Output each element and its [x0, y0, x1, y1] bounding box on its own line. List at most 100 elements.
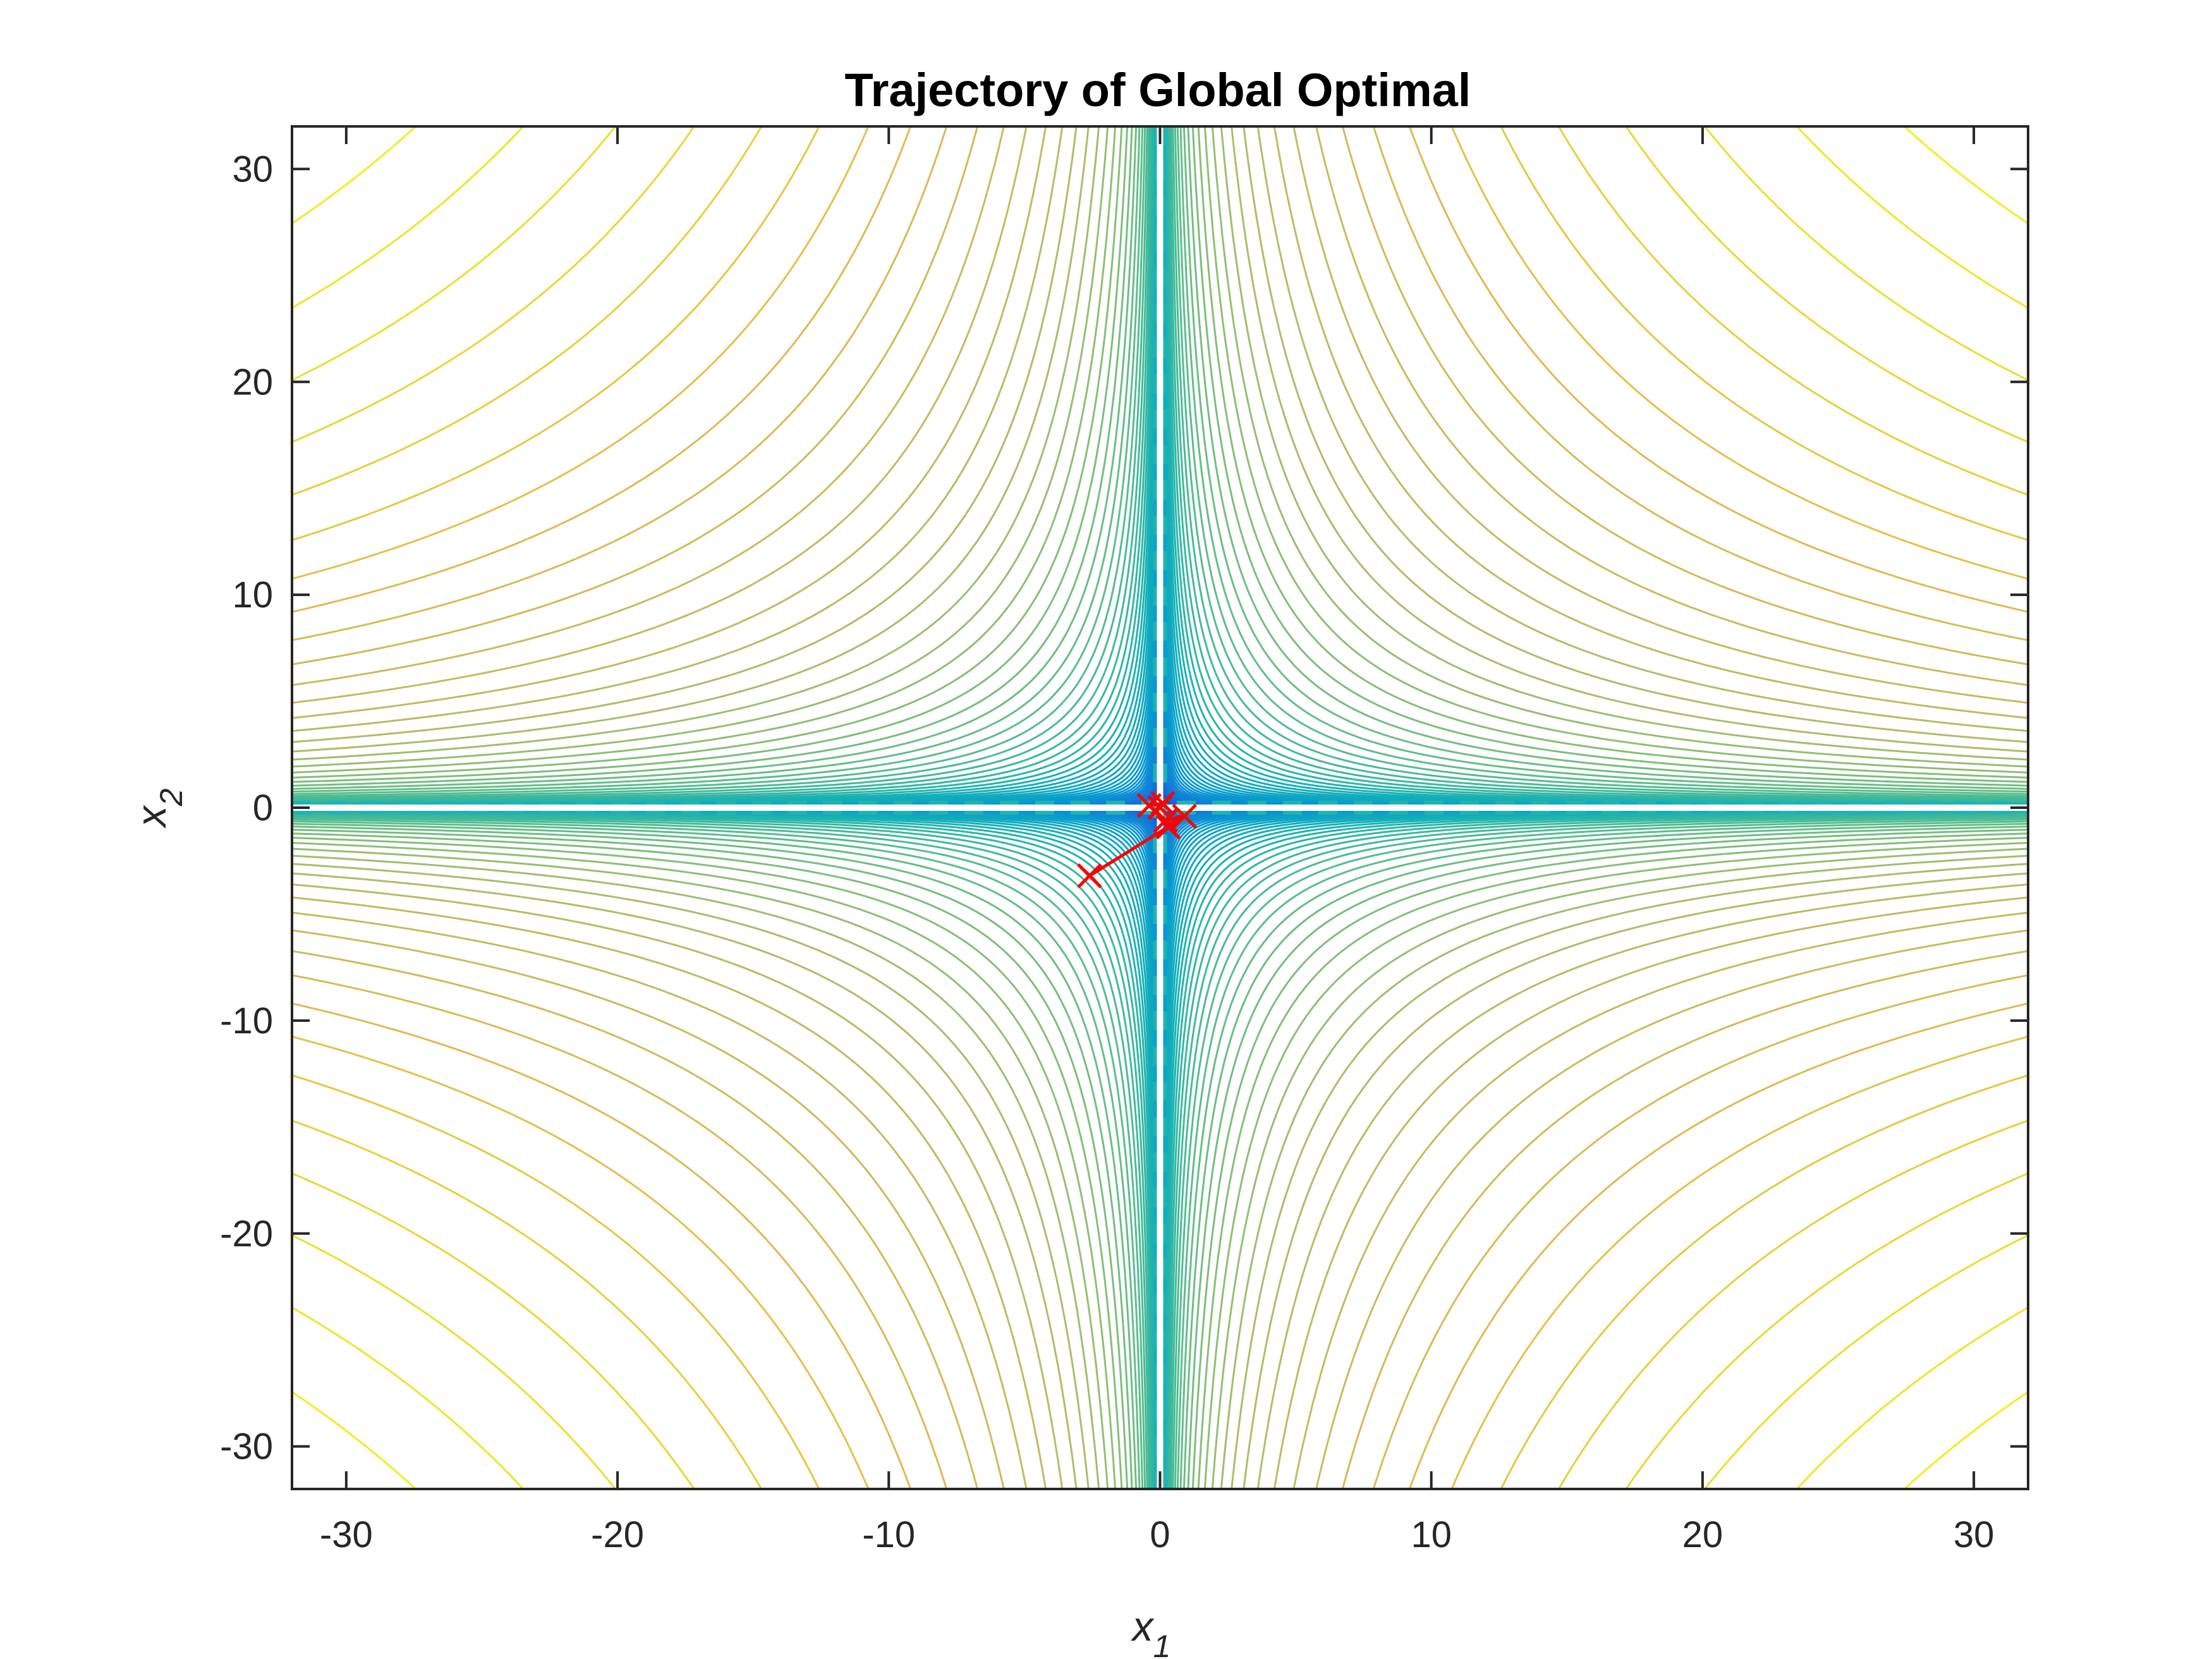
axis-ticks [292, 126, 2028, 1489]
contour-line [1179, 126, 2028, 793]
chart-title: Trajectory of Global Optimal [845, 64, 1471, 116]
contour-line [292, 126, 416, 224]
contour-line [292, 883, 1064, 1489]
contour-line [1341, 126, 2028, 665]
y-tick-label: 30 [232, 149, 273, 190]
contour-line [1165, 812, 2028, 1489]
contour-line [1450, 126, 2028, 580]
y-axis-label-subscript: 2 [154, 788, 189, 806]
contour-line [1203, 126, 2028, 774]
x-tick-label: 0 [1150, 1514, 1170, 1555]
contour-line [292, 1306, 525, 1489]
contour-line [1904, 1391, 2028, 1489]
contour-line [1163, 126, 2028, 806]
contour-line [292, 126, 1064, 732]
trajectory-marker [1155, 814, 1181, 840]
contour-line [292, 126, 1153, 803]
contour-line [1500, 126, 2028, 542]
contour-line [1256, 883, 2028, 1489]
contour-line [1341, 950, 2028, 1489]
contour-line [292, 126, 1100, 761]
contour-line [1273, 126, 2028, 719]
contour-line [292, 126, 1156, 805]
x-axis-label-subscript: 1 [1153, 1629, 1171, 1659]
contour-line [292, 842, 1117, 1489]
contour-line [1704, 126, 2028, 381]
y-tick-label: 0 [253, 787, 273, 829]
contour-line [292, 126, 525, 309]
contour-line [1625, 1172, 2028, 1489]
contour-line [292, 814, 1152, 1489]
contour-line [292, 896, 1047, 1489]
contour-line [292, 126, 1152, 801]
contour-line [292, 825, 1138, 1489]
contour-line [1174, 818, 2028, 1489]
contour-line [1179, 823, 2028, 1489]
contour-line [292, 832, 1129, 1489]
trajectory-marker [1147, 795, 1173, 820]
y-axis-label-main: x [128, 805, 174, 829]
contour-line [292, 974, 948, 1489]
contour-line [1164, 810, 2028, 1489]
contour-line [1168, 126, 2028, 801]
contour-line [292, 810, 1158, 1489]
trajectory [1077, 791, 1197, 889]
contour-line [1170, 815, 2028, 1489]
contour-line [292, 815, 1150, 1489]
contour-line [292, 126, 1005, 686]
contour-line [292, 818, 1146, 1489]
contour-line [292, 929, 1005, 1489]
contour-line [292, 1234, 616, 1489]
contour-line [1191, 832, 2028, 1489]
contour-line [1408, 1002, 2028, 1489]
contour-line [292, 1002, 912, 1489]
contour-line [1187, 126, 2028, 787]
contour-line [1203, 842, 2028, 1489]
contour-line [1162, 810, 2028, 1489]
contour-line [292, 1035, 870, 1489]
contour-line [1164, 126, 2028, 805]
contour-line [1292, 126, 2028, 704]
contour-line [292, 817, 1148, 1489]
x-tick-label: -20 [591, 1514, 644, 1555]
contour-line [292, 126, 1028, 704]
contour-lines [292, 126, 2028, 1489]
contour-line [292, 810, 1156, 1489]
x-axis-label-main: x [1131, 1603, 1155, 1650]
contour-line [292, 911, 1028, 1489]
contour-line [292, 1172, 695, 1489]
contour-line [1450, 1035, 2028, 1489]
contour-line [1231, 126, 2028, 753]
contour-line [292, 126, 1138, 790]
contour-line [292, 810, 1157, 1489]
trajectory-marker [1077, 863, 1102, 889]
contour-line [292, 126, 1123, 779]
contour-line [1557, 126, 2028, 496]
contour-line [292, 820, 1144, 1489]
contour-line [292, 1391, 416, 1489]
x-tick-label: -30 [320, 1514, 373, 1555]
contour-line [1168, 814, 2028, 1489]
contour-line [292, 872, 1078, 1489]
contour-line [292, 126, 1047, 719]
contour-line [1408, 126, 2028, 613]
contour-line [1176, 820, 2028, 1489]
contour-line [292, 848, 1109, 1489]
contour-line [292, 126, 1090, 753]
contour-line [292, 126, 763, 496]
y-tick-labels: -30 -20 -10 0 10 20 30 [220, 149, 273, 1467]
contour-line [1704, 1234, 2028, 1489]
contour-line [1174, 126, 2028, 797]
contour-line [1500, 1074, 2028, 1489]
contour-line [1315, 126, 2028, 686]
contour-line [292, 126, 1150, 800]
contour-line [292, 126, 1144, 795]
contour-line [1256, 126, 2028, 732]
contour-line [292, 126, 1146, 797]
y-axis-label: x2 [128, 788, 189, 829]
x-tick-labels: -30 -20 -10 0 10 20 30 [320, 1514, 1994, 1555]
contour-line [292, 126, 1109, 768]
contour-line [1172, 817, 2028, 1489]
contour-line [292, 126, 1158, 806]
contour-line [292, 823, 1141, 1489]
